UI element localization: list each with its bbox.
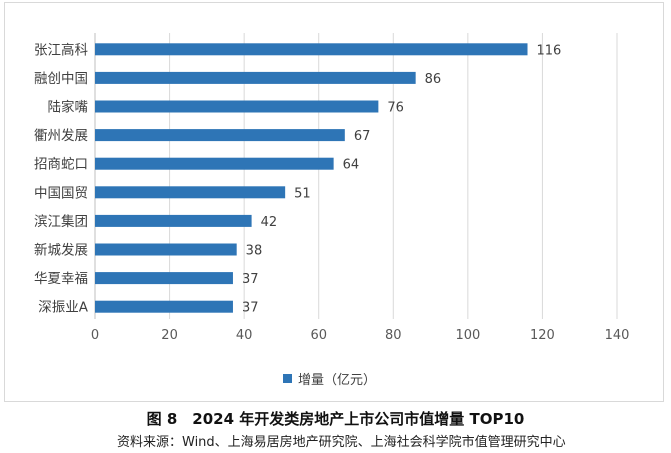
data-label-4: 67: [354, 129, 371, 144]
x-tick-label-0: 0: [91, 328, 99, 343]
bar-7: [95, 214, 252, 227]
category-label-7: 滨江集团: [34, 214, 88, 230]
category-label-2: 融创中国: [34, 71, 88, 87]
data-label-9: 37: [242, 272, 259, 287]
data-label-5: 64: [343, 158, 360, 173]
data-label-2: 86: [425, 72, 442, 87]
bar-5: [95, 157, 334, 170]
category-label-3: 陆家嘴: [48, 99, 89, 116]
legend-label: 增量（亿元）: [298, 373, 377, 388]
category-label-10: 深振业A: [38, 300, 88, 316]
bar-10: [95, 300, 233, 313]
x-tick-label-120: 120: [530, 328, 555, 343]
x-tick-label-20: 20: [161, 328, 178, 343]
figure-source: 资料来源：Wind、上海易居房地产研究院、上海社会科学院市值管理研究中心: [117, 435, 566, 450]
data-label-1: 116: [537, 43, 562, 58]
x-tick-label-60: 60: [310, 328, 327, 343]
bar-1: [95, 43, 528, 56]
category-label-9: 华夏幸福: [34, 271, 88, 287]
category-label-5: 招商蛇口: [34, 157, 88, 173]
bar-8: [95, 243, 237, 256]
figure-caption: 图 8 2024 年开发类房地产上市公司市值增量 TOP10: [146, 410, 525, 428]
x-tick-label-40: 40: [236, 328, 253, 343]
x-tick-label-140: 140: [605, 328, 630, 343]
data-label-10: 37: [242, 301, 259, 316]
bar-3: [95, 100, 379, 113]
bar-9: [95, 272, 233, 285]
category-label-8: 新城发展: [34, 243, 88, 259]
category-label-6: 中国国贸: [34, 185, 88, 201]
bar-2: [95, 71, 416, 84]
data-label-8: 38: [246, 244, 263, 259]
category-label-4: 衢州发展: [34, 127, 88, 144]
data-label-6: 51: [294, 186, 311, 201]
category-label-1: 张江高科: [34, 41, 88, 58]
data-label-3: 76: [387, 101, 404, 116]
bar-4: [95, 129, 345, 142]
x-tick-label-100: 100: [455, 328, 480, 343]
chart-frame: 0 20 40 60 80 100 120 140 张江高科 116 融创中国 86 陆家嘴 76 衢州发展…: [4, 2, 664, 402]
data-label-7: 42: [261, 215, 278, 230]
legend-swatch: [283, 374, 292, 383]
x-tick-label-80: 80: [385, 328, 402, 343]
chart-legend: 增量（亿元）: [283, 369, 376, 388]
bar-chart: 0 20 40 60 80 100 120 140 张江高科 116 融创中国 86 陆家嘴 76 衢州发展…: [34, 33, 630, 343]
bar-6: [95, 186, 286, 199]
